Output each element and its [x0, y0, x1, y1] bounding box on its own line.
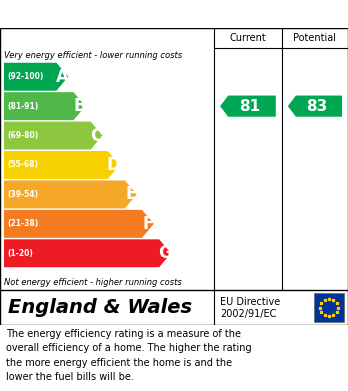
Text: (92-100): (92-100): [7, 72, 44, 81]
Polygon shape: [288, 95, 342, 117]
Polygon shape: [4, 92, 85, 120]
Text: Current: Current: [230, 33, 266, 43]
Text: D: D: [107, 156, 120, 174]
Polygon shape: [4, 239, 171, 267]
Text: Very energy efficient - lower running costs: Very energy efficient - lower running co…: [4, 51, 182, 60]
Text: (21-38): (21-38): [7, 219, 38, 228]
Text: Potential: Potential: [293, 33, 337, 43]
Text: 2002/91/EC: 2002/91/EC: [220, 309, 276, 319]
Text: (39-54): (39-54): [7, 190, 38, 199]
Text: 83: 83: [306, 99, 327, 114]
Text: F: F: [142, 215, 153, 233]
Polygon shape: [4, 151, 120, 179]
Text: A: A: [56, 68, 69, 86]
Text: The energy efficiency rating is a measure of the
overall efficiency of a home. T: The energy efficiency rating is a measur…: [6, 329, 252, 382]
Text: Not energy efficient - higher running costs: Not energy efficient - higher running co…: [4, 278, 182, 287]
Text: (55-68): (55-68): [7, 160, 38, 170]
Text: (69-80): (69-80): [7, 131, 38, 140]
Text: England & Wales: England & Wales: [8, 298, 192, 317]
Text: EU Directive: EU Directive: [220, 297, 280, 307]
Text: (81-91): (81-91): [7, 102, 38, 111]
Polygon shape: [220, 95, 276, 117]
Text: B: B: [73, 97, 86, 115]
Text: 81: 81: [239, 99, 261, 114]
Text: C: C: [90, 127, 103, 145]
Text: G: G: [158, 244, 172, 262]
Text: (1-20): (1-20): [7, 249, 33, 258]
Polygon shape: [4, 210, 154, 238]
Bar: [314, 293, 344, 322]
Polygon shape: [4, 122, 102, 149]
Text: E: E: [125, 185, 136, 203]
Polygon shape: [4, 181, 137, 208]
Polygon shape: [4, 63, 68, 91]
Text: Energy Efficiency Rating: Energy Efficiency Rating: [8, 7, 229, 22]
